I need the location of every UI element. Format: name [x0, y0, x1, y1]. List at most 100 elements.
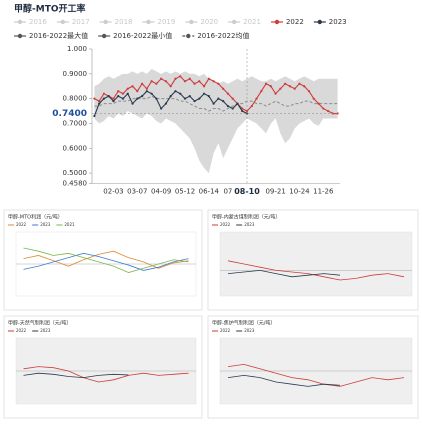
legend-label[interactable]: 2019: [157, 18, 175, 26]
point: [222, 100, 225, 103]
point: [231, 107, 234, 110]
point: [226, 104, 230, 108]
range-band: [94, 68, 338, 174]
legend-label[interactable]: 2018: [115, 18, 133, 26]
chart-title: 甲醇-MTO开工率: [14, 3, 85, 15]
legend-label[interactable]: 2021: [243, 18, 261, 26]
point: [231, 97, 234, 100]
point: [93, 114, 96, 118]
x-tick-label: 08-10: [234, 187, 260, 196]
point: [217, 82, 220, 85]
y-tick-label: 0.5000: [63, 169, 88, 177]
panel-title: 甲醇-MTO利润（元/吨）: [8, 214, 63, 221]
point: [269, 85, 272, 88]
panel-legend-label: 2022: [220, 328, 231, 333]
panel-legend-label: 2022: [220, 222, 231, 227]
point: [236, 102, 239, 105]
point: [326, 109, 330, 113]
point: [98, 102, 101, 105]
point: [198, 97, 201, 100]
series-line: [94, 75, 338, 115]
point: [140, 82, 144, 85]
y-tick-label: 1.000: [67, 45, 87, 53]
point: [202, 85, 206, 88]
x-tick-label: 03-07: [127, 188, 147, 196]
point: [288, 85, 292, 88]
point: [255, 97, 258, 100]
y-tick-label: 0.8000: [63, 95, 88, 103]
point: [160, 107, 163, 110]
legend-label[interactable]: 2016-2022最小值: [113, 31, 172, 40]
point: [126, 92, 129, 95]
panel-legend-label: 2023: [244, 328, 255, 333]
point: [284, 82, 287, 85]
point: [226, 92, 230, 95]
point: [107, 95, 110, 98]
point: [298, 82, 301, 85]
legend-label[interactable]: 2016-2022最大值: [29, 31, 88, 40]
point: [183, 97, 187, 100]
x-tick-label: 06-14: [199, 188, 220, 196]
x-tick-label: 11-26: [313, 188, 334, 196]
panel-legend-label: 2022: [16, 328, 27, 333]
panel-plot: [219, 231, 413, 297]
point: [121, 97, 125, 100]
x-tick-label: 09-21: [265, 188, 285, 196]
panel-line: [23, 366, 189, 383]
legend-label[interactable]: 2020: [200, 18, 218, 26]
legend-label[interactable]: 2016: [29, 18, 47, 26]
legend-dot: [317, 19, 322, 25]
y-tick-label: 0.6000: [63, 144, 88, 152]
legend-label[interactable]: 2022: [286, 18, 304, 26]
point: [312, 97, 315, 100]
point: [160, 77, 163, 80]
point: [155, 97, 158, 100]
panel-title: 甲醇-内蒙古煤制利润（元/吨）: [212, 214, 281, 221]
point: [102, 92, 106, 95]
legend-dot: [274, 19, 280, 25]
panel-line: [23, 252, 189, 271]
legend-label[interactable]: 2017: [72, 18, 90, 26]
point: [293, 87, 296, 90]
legend-label[interactable]: 2016-2022均值: [197, 31, 249, 40]
point: [112, 100, 115, 103]
point: [169, 95, 172, 98]
legend-dot: [103, 19, 108, 25]
point: [264, 82, 268, 85]
panel-line: [23, 372, 129, 379]
point: [136, 90, 139, 93]
point: [174, 90, 177, 93]
point: [164, 80, 168, 83]
point: [150, 92, 153, 95]
point: [303, 85, 306, 88]
panel-line: [227, 374, 341, 387]
x-tick-label: 05-12: [175, 188, 195, 196]
point: [174, 77, 177, 80]
legend-dot: [146, 19, 151, 25]
point: [155, 82, 158, 85]
point: [150, 80, 153, 83]
x-tick-label: 10-24: [289, 188, 310, 196]
point: [241, 109, 244, 113]
point: [126, 87, 129, 90]
panel-legend-label: 2023: [244, 222, 255, 227]
point: [193, 100, 196, 103]
panel-line: [23, 247, 189, 273]
panel-line: [227, 363, 405, 387]
point: [169, 85, 172, 88]
x-tick-label: 02-03: [103, 188, 123, 196]
legend-label[interactable]: 2023: [329, 18, 347, 26]
point: [207, 95, 210, 98]
panel-line: [227, 269, 341, 278]
point: [260, 90, 263, 93]
point: [179, 75, 182, 78]
panel-legend-label: 2021: [64, 222, 75, 227]
legend-dot: [60, 19, 66, 25]
point: [93, 97, 96, 100]
legend-dot: [17, 19, 23, 25]
panel-legend-label: 2022: [16, 222, 27, 227]
point: [202, 92, 206, 95]
point: [183, 80, 187, 83]
point: [279, 87, 282, 90]
